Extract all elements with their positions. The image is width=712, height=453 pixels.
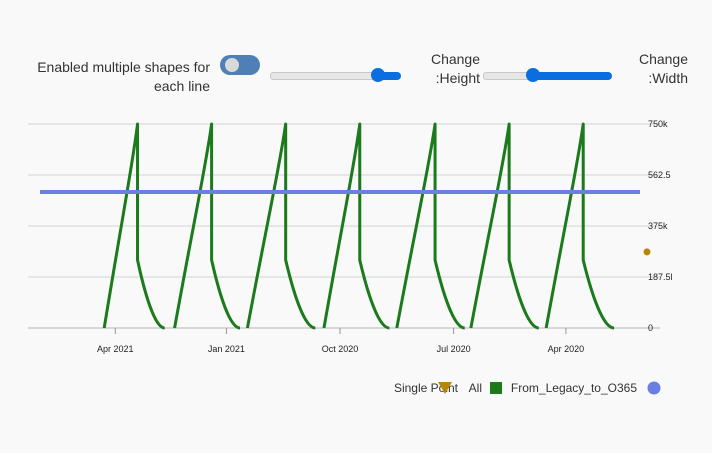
- y-tick-label: 0: [648, 323, 653, 333]
- x-tick-label: Jan 2021: [208, 344, 245, 354]
- series-line-all: [395, 122, 466, 330]
- width-slider[interactable]: [483, 68, 612, 82]
- series-line-all: [544, 122, 615, 330]
- height-slider[interactable]: [270, 68, 401, 82]
- width-slider-fill: [532, 72, 612, 80]
- series-line-all: [245, 122, 316, 330]
- x-tick-label: Oct 2020: [322, 344, 359, 354]
- x-tick-label: Apr 2020: [548, 344, 585, 354]
- height-label: Change :Height: [430, 51, 480, 86]
- width-label: Change :Width: [638, 51, 688, 86]
- y-tick-label: 562.5: [648, 170, 671, 180]
- chart-legend: Single Point All From_Legacy_to_O365: [394, 381, 661, 395]
- toggle-knob[interactable]: [225, 58, 239, 72]
- legend-circle-icon: [647, 381, 661, 395]
- single-point-marker: [643, 248, 651, 256]
- height-slider-fill: [377, 72, 401, 80]
- legend-triangle-icon: [438, 382, 452, 394]
- multi-shapes-label: Enabled multiple shapes for each line: [37, 59, 210, 94]
- y-tick-label: 187.5l: [648, 272, 673, 282]
- series-line-all: [322, 122, 390, 330]
- x-tick-label: Apr 2021: [97, 344, 134, 354]
- legend-label: All: [469, 381, 482, 395]
- multi-shapes-toggle[interactable]: [220, 55, 260, 75]
- y-tick-label: 375k: [648, 221, 668, 231]
- x-tick-label: Jul 2020: [437, 344, 471, 354]
- series-line-all: [469, 122, 540, 330]
- width-slider-thumb[interactable]: [525, 68, 540, 82]
- chart-series: [40, 122, 651, 330]
- legend-square-icon: [490, 382, 502, 394]
- height-slider-thumb[interactable]: [370, 68, 385, 82]
- y-axis-ticks: 750k 562.5 375k 187.5l 0: [648, 119, 673, 333]
- legend-label: From_Legacy_to_O365: [511, 381, 637, 395]
- x-axis-ticks: Apr 2021 Jan 2021 Oct 2020 Jul 2020 Apr 2020: [97, 328, 584, 354]
- y-tick-label: 750k: [648, 119, 668, 129]
- series-line-all: [173, 122, 241, 330]
- series-line-all: [102, 122, 166, 330]
